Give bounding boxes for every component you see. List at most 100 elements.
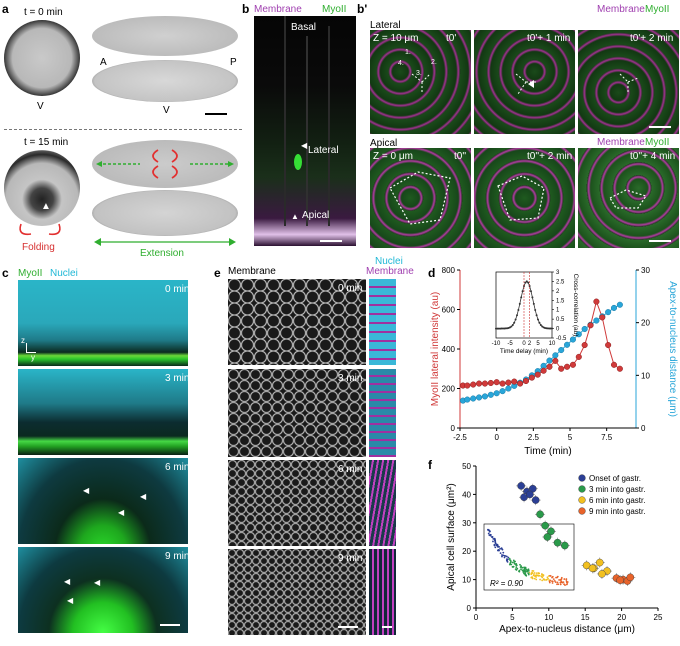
d-inset-point bbox=[532, 302, 535, 305]
panel-bp-lateral-title: Lateral bbox=[370, 20, 401, 31]
embryo-lateral-t15 bbox=[92, 140, 238, 188]
f-inset-point bbox=[531, 569, 534, 572]
f-legend-label: 3 min into gastr. bbox=[589, 485, 645, 494]
d-inset-xtick-label: 10 bbox=[549, 341, 556, 347]
bp-t-lat-1: t0' bbox=[446, 33, 457, 44]
f-inset-point bbox=[565, 581, 568, 584]
embryo-cross-section-t15 bbox=[4, 150, 80, 226]
f-inset-point bbox=[519, 563, 521, 566]
d-ylabel2: Apex-to-nucleus distance (μm) bbox=[667, 281, 678, 417]
f-inset-point bbox=[516, 567, 519, 570]
e-side-6 bbox=[369, 460, 396, 546]
panel-c-nuclei: Nuclei bbox=[50, 268, 78, 279]
f-ylabel: Apical cell surface (μm²) bbox=[446, 483, 457, 590]
d-point-distance bbox=[470, 395, 477, 402]
bp-t-lat-3: t0'+ 2 min bbox=[630, 33, 674, 44]
f-inset-point bbox=[523, 568, 525, 571]
bp-apical-img-2 bbox=[474, 148, 575, 248]
f-inset-point bbox=[487, 532, 490, 535]
d-inset-xtick-label: 2 bbox=[528, 341, 532, 347]
bp-lateral-img-1 bbox=[370, 30, 471, 134]
f-point-2 bbox=[598, 570, 606, 578]
panel-d-letter: d bbox=[428, 266, 436, 280]
d-point-myoii bbox=[616, 365, 623, 372]
f-point-2 bbox=[595, 558, 604, 567]
d-inset-ylabel: Cross-correlation (au) bbox=[572, 274, 579, 337]
f-xtick-label: 5 bbox=[510, 613, 515, 622]
d-point-distance bbox=[493, 390, 500, 397]
panel-a-v2: V bbox=[163, 105, 170, 116]
f-inset-point bbox=[488, 534, 491, 537]
d-point-myoii bbox=[552, 357, 559, 364]
d-point-distance bbox=[593, 317, 600, 324]
panel-bp-letter: b' bbox=[357, 2, 368, 16]
d-inset-point bbox=[511, 324, 514, 327]
f-inset-point bbox=[501, 555, 503, 558]
d-inset-ytick-label: 0 bbox=[556, 327, 560, 333]
folding-label: Folding bbox=[22, 242, 55, 253]
d-inset-point bbox=[538, 321, 541, 324]
f-inset-point bbox=[509, 561, 512, 564]
f-xtick-label: 0 bbox=[474, 613, 479, 622]
f-inset-point bbox=[515, 566, 518, 569]
f-inset-point bbox=[518, 569, 521, 572]
d-xtick-label: -2.5 bbox=[453, 433, 467, 442]
f-inset-point bbox=[511, 561, 514, 564]
f-inset-point bbox=[503, 556, 506, 559]
d-inset-point bbox=[499, 327, 502, 330]
f-inset-point bbox=[530, 573, 533, 576]
f-inset-point bbox=[548, 581, 551, 584]
f-inset-point bbox=[530, 576, 533, 579]
bp-num-1: 1. bbox=[405, 49, 411, 56]
f-inset-point bbox=[524, 566, 527, 569]
panel-bp-membrane: Membrane bbox=[597, 4, 645, 15]
panel-c-letter: c bbox=[2, 266, 9, 280]
f-point-0 bbox=[531, 496, 540, 504]
d-xtick-label: 7.5 bbox=[601, 433, 613, 442]
c-arrowhead-3: ◀ bbox=[118, 508, 125, 517]
d-point-distance bbox=[552, 352, 559, 359]
f-inset-point bbox=[524, 570, 527, 573]
c-img-3 bbox=[18, 369, 188, 455]
f-point-0 bbox=[517, 482, 525, 490]
d-point-distance bbox=[564, 341, 571, 348]
scale-bar-a bbox=[205, 113, 227, 115]
f-inset-point bbox=[533, 572, 536, 574]
d-inset-point bbox=[530, 290, 532, 293]
f-inset-point bbox=[542, 578, 545, 581]
f-inset-point bbox=[542, 574, 545, 577]
panel-c-myoii: MyoII bbox=[18, 268, 43, 279]
d-point-distance bbox=[464, 396, 471, 403]
chart-f: 0 10 20 30 40 50 0 5 10 15 20 25 Apex-to-nucleus dis… bbox=[446, 462, 663, 635]
d-point-distance bbox=[499, 388, 506, 395]
d-inset-point bbox=[525, 280, 528, 283]
f-inset-point bbox=[512, 559, 515, 562]
d-point-myoii bbox=[581, 342, 588, 349]
f-point-1 bbox=[536, 510, 544, 519]
bp-apical-outline bbox=[389, 171, 647, 225]
f-point-1 bbox=[547, 527, 555, 536]
d-point-myoii bbox=[540, 367, 547, 374]
d-inset-xtick-label: 5 bbox=[536, 341, 540, 347]
f-inset-point bbox=[531, 577, 534, 580]
d-inset-point bbox=[516, 314, 518, 317]
c-time-3: 3 min bbox=[165, 373, 190, 384]
f-point-1 bbox=[541, 521, 549, 530]
bp-lateral-img-2 bbox=[474, 30, 575, 134]
panel-bp-membrane2: Membrane bbox=[597, 137, 645, 148]
d-ytick-label: 400 bbox=[442, 345, 456, 354]
bp-t-api-2: t0''+ 2 min bbox=[527, 151, 573, 162]
f-inset-point bbox=[513, 561, 516, 563]
f-xtick-label: 10 bbox=[544, 613, 553, 622]
f-inset-point bbox=[515, 569, 518, 571]
f-inset-point bbox=[493, 543, 496, 546]
d-point-myoii bbox=[505, 379, 512, 386]
panel-e-nuclei: Nuclei bbox=[375, 256, 403, 267]
e-time-0: 0 min bbox=[338, 283, 363, 294]
d-inset-point bbox=[528, 285, 531, 288]
d-point-myoii bbox=[522, 377, 530, 385]
f-inset-point bbox=[494, 542, 497, 545]
f-inset-point bbox=[523, 566, 526, 569]
scale-bar-b bbox=[320, 240, 342, 242]
f-inset-point bbox=[500, 547, 503, 550]
